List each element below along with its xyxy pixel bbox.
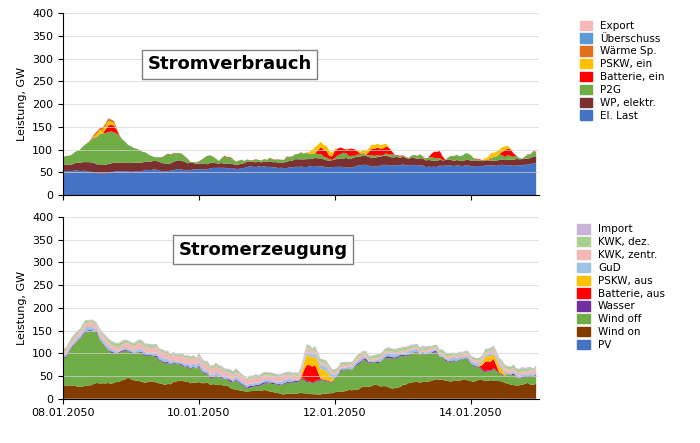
- Text: Stromerzeugung: Stromerzeugung: [178, 241, 347, 259]
- Legend: Import, KWK, dez., KWK, zentr., GuD, PSKW, aus, Batterie, aus, Wasser, Wind off,: Import, KWK, dez., KWK, zentr., GuD, PSK…: [575, 222, 667, 352]
- Y-axis label: Leistung, GW: Leistung, GW: [17, 271, 27, 345]
- Text: Stromverbrauch: Stromverbrauch: [148, 55, 312, 73]
- Y-axis label: Leistung, GW: Leistung, GW: [17, 67, 27, 141]
- Legend: Export, Überschuss, Wärme Sp., PSKW, ein, Batterie, ein, P2G, WP, elektr., El. L: Export, Überschuss, Wärme Sp., PSKW, ein…: [578, 19, 667, 123]
